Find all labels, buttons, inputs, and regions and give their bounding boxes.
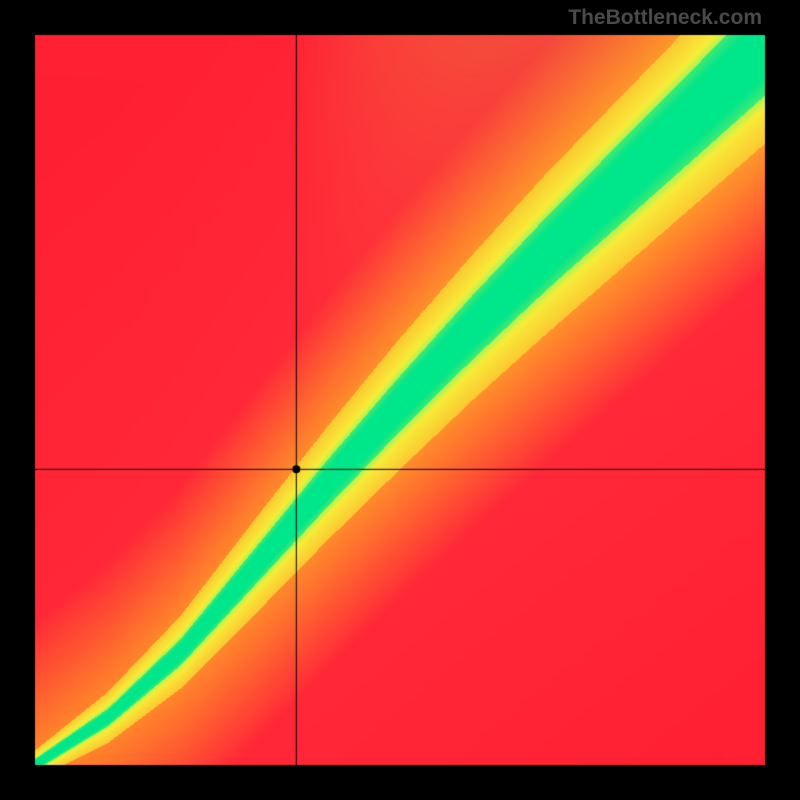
watermark-text: TheBottleneck.com [568, 6, 762, 30]
bottleneck-heatmap [0, 0, 800, 800]
